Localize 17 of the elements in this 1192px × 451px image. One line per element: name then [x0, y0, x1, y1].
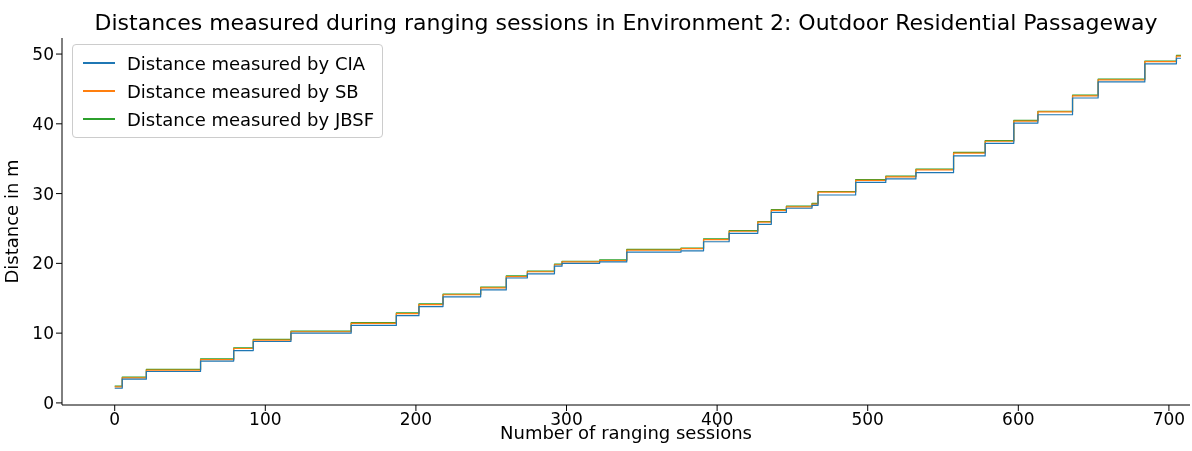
legend-label: Distance measured by CIA [127, 52, 366, 74]
x-tick-label: 500 [851, 409, 884, 430]
legend-label: Distance measured by JBSF [127, 108, 374, 130]
x-tick-label: 700 [1152, 409, 1186, 430]
y-tick-label: 40 [32, 113, 54, 134]
y-tick-label: 30 [32, 183, 54, 204]
x-tick-label: 0 [109, 409, 121, 430]
x-tick-label: 100 [249, 409, 282, 430]
x-tick-label: 200 [399, 409, 433, 430]
y-axis-title: Distance in m [1, 159, 23, 284]
legend-label: Distance measured by SB [127, 80, 359, 102]
y-tick-label: 0 [43, 392, 54, 413]
chart-title: Distances measured during ranging sessions in Environment 2: Outdoor Residential Passageway [93, 10, 1159, 35]
y-tick-label: 10 [32, 323, 54, 344]
y-tick-label: 20 [32, 253, 54, 274]
y-tick-label: 50 [32, 44, 54, 65]
x-tick-label: 600 [1002, 409, 1035, 430]
